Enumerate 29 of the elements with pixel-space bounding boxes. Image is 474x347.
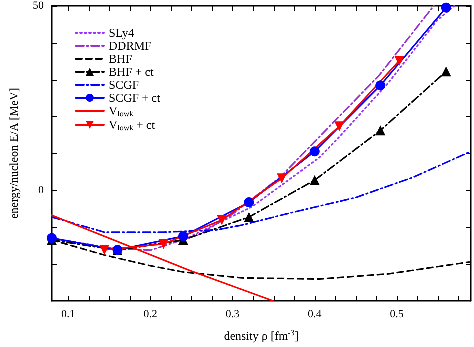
legend-label: SLy4 — [109, 26, 134, 40]
point — [376, 126, 386, 136]
x-tick-label: 0.4 — [308, 308, 322, 320]
point — [310, 146, 320, 157]
point — [394, 56, 405, 66]
x-tick-label: 0.1 — [62, 308, 76, 320]
point — [100, 245, 110, 256]
point — [441, 2, 452, 13]
legend-label: SCGF — [109, 78, 140, 92]
legend-label: DDRMF — [109, 39, 152, 53]
y-tick-label: 0 — [38, 184, 44, 196]
point — [334, 122, 345, 132]
point — [244, 198, 254, 208]
point — [158, 239, 169, 250]
x-tick-label: 0.3 — [226, 308, 240, 320]
point — [310, 175, 320, 186]
point — [217, 215, 228, 226]
point — [441, 66, 452, 77]
point — [244, 212, 254, 222]
y-axis-title: energy/nucleon E/A [MeV] — [7, 88, 21, 220]
point — [277, 174, 288, 184]
point — [178, 231, 188, 242]
point — [376, 80, 386, 91]
legend-label: BHF + ct — [109, 65, 154, 79]
legend-label: BHF — [109, 52, 133, 66]
y-tick-label: 50 — [33, 0, 44, 12]
x-tick-label: 0.2 — [144, 308, 158, 320]
x-tick-label: 0.5 — [390, 308, 404, 320]
legend-label: SCGF + ct — [109, 91, 162, 105]
